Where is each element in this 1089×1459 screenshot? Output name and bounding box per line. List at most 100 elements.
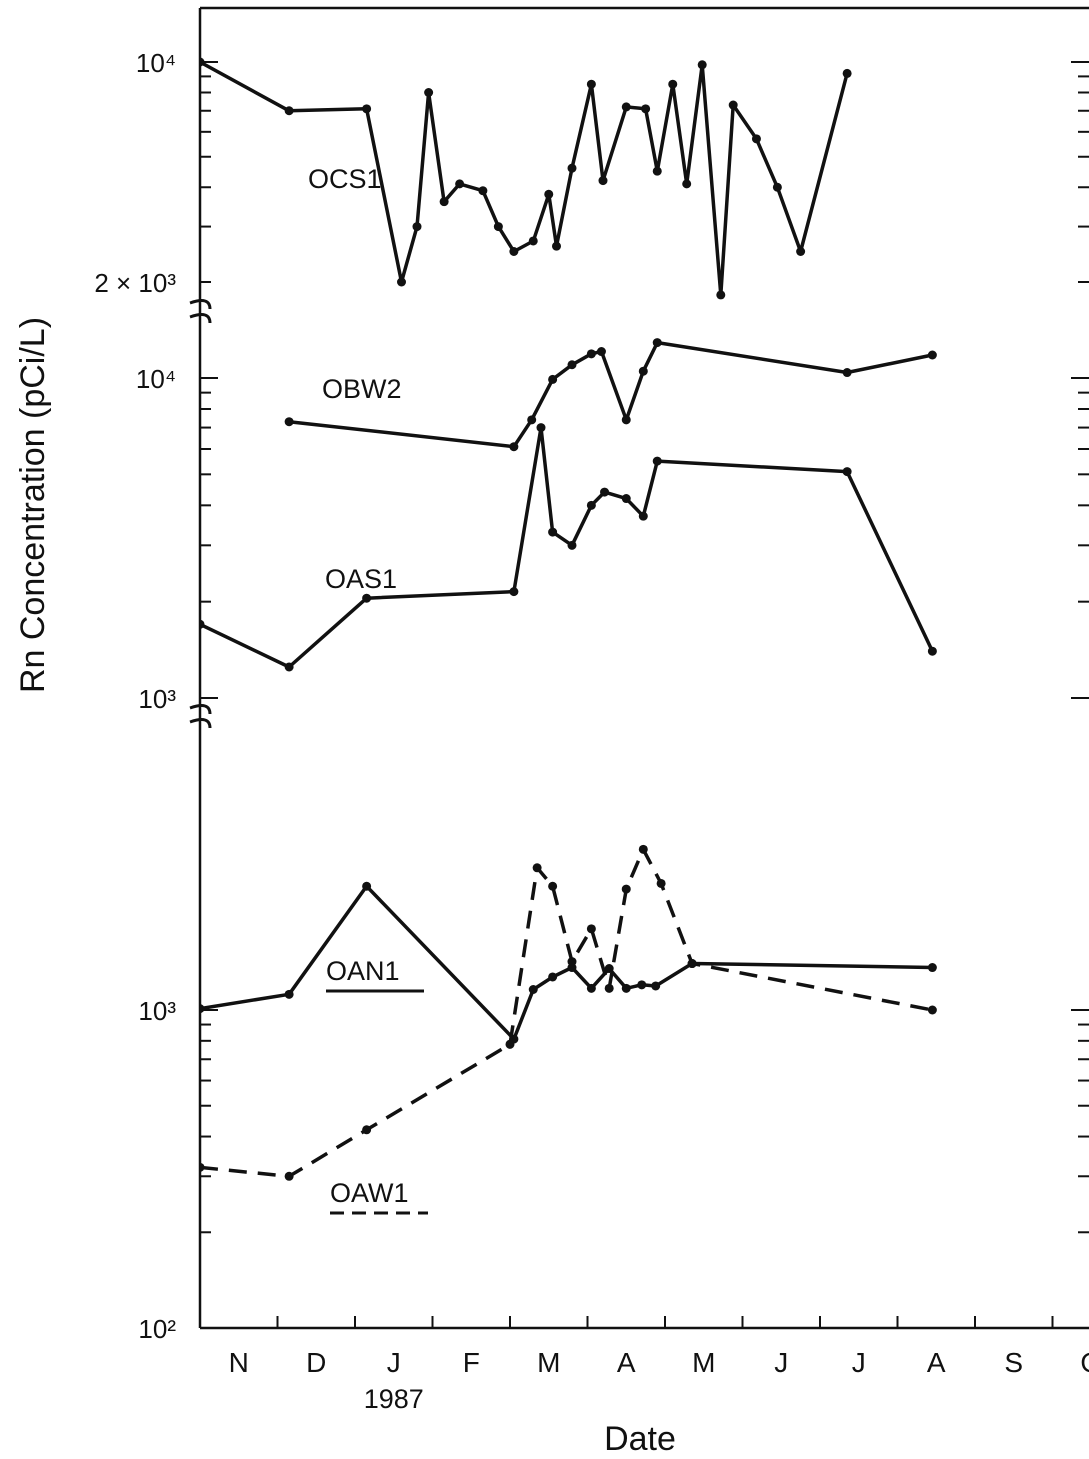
data-point-oas1 [638,511,648,521]
series-line-oas1 [200,425,934,669]
x-axis-label: Date [604,1420,676,1458]
data-point-obw2 [596,347,606,357]
panel-middle [200,338,937,672]
data-point-ocs1 [544,189,554,199]
series-label-obw2: OBW2 [322,374,402,404]
data-point-oaw1 [927,1005,937,1015]
y-axis-label: Rn Concentration (pCi/L) [14,317,52,693]
axis-break-mark [189,299,212,324]
data-point-oan1 [200,1004,205,1014]
series-label-oas1: OAS1 [325,564,397,594]
data-point-ocs1 [284,106,294,116]
data-point-oaw1 [362,1125,372,1135]
data-point-ocs1 [424,88,434,98]
panel-upper [200,57,852,300]
data-point-ocs1 [751,134,761,144]
data-point-ocs1 [552,241,561,251]
x-tick-label: A [927,1347,946,1378]
y-tick-label: 10³ [138,996,176,1026]
data-point-oan1 [621,983,631,993]
data-point-ocs1 [668,79,678,89]
series-line-obw2 [288,340,933,449]
data-point-oaw1 [548,881,558,891]
x-tick-label: F [463,1347,480,1378]
x-tick-label: M [537,1347,560,1378]
data-point-obw2 [509,442,519,452]
data-point-oas1 [284,662,294,672]
data-point-oas1 [200,619,205,629]
data-point-oan1 [284,989,294,999]
data-point-oas1 [652,456,662,466]
data-point-obw2 [586,349,596,359]
y-tick-label: 2 × 10³ [94,268,176,298]
data-point-ocs1 [728,100,738,110]
data-point-obw2 [548,374,558,384]
data-point-oas1 [362,593,372,603]
data-point-ocs1 [478,186,488,196]
data-point-ocs1 [641,104,651,114]
data-point-oaw1 [284,1171,294,1181]
data-point-ocs1 [598,176,608,186]
data-point-ocs1 [716,290,726,300]
data-point-ocs1 [842,68,852,78]
y-tick-label: 10⁴ [136,48,176,78]
y-tick-label: 10⁴ [136,364,176,394]
year-label: 1987 [364,1384,424,1414]
data-point-ocs1 [682,179,692,189]
data-point-oaw1 [656,878,666,888]
data-point-ocs1 [455,179,465,189]
data-point-ocs1 [200,57,205,67]
series-line-oaw1 [200,847,933,1179]
data-point-ocs1 [567,163,577,173]
data-point-obw2 [567,360,577,370]
data-point-obw2 [652,338,662,348]
data-point-ocs1 [439,197,449,207]
x-tick-label: A [617,1347,636,1378]
data-point-oan1 [637,980,647,990]
panel-lower [200,844,937,1181]
data-point-obw2 [842,368,852,378]
data-point-ocs1 [528,236,538,246]
data-point-oas1 [586,500,596,510]
data-point-oaw1 [687,959,697,969]
data-point-oan1 [927,963,937,973]
x-tick-label: D [306,1347,326,1378]
data-point-oan1 [362,881,372,891]
data-point-ocs1 [697,60,707,70]
series-label-ocs1: OCS1 [308,164,382,194]
data-point-obw2 [527,415,537,425]
data-point-ocs1 [362,104,372,114]
data-point-oaw1 [505,1039,515,1049]
data-point-ocs1 [412,222,422,232]
x-tick-label: M [692,1347,715,1378]
data-point-oaw1 [567,957,577,967]
axis-break-mark [189,704,212,729]
data-point-oaw1 [638,844,648,854]
data-point-ocs1 [621,102,631,112]
x-tick-label: J [774,1347,788,1378]
data-point-oaw1 [604,983,614,993]
data-point-obw2 [638,366,648,376]
data-point-obw2 [927,350,937,360]
y-tick-label: 10³ [138,684,176,714]
data-point-oaw1 [200,1162,205,1172]
x-tick-label: J [387,1347,401,1378]
data-point-oas1 [621,494,631,504]
data-point-oas1 [536,423,546,433]
data-point-oas1 [842,467,852,477]
data-point-ocs1 [509,246,519,256]
x-tick-label: S [1004,1347,1023,1378]
data-point-ocs1 [586,79,596,89]
data-point-ocs1 [397,277,406,287]
data-point-oaw1 [586,924,596,934]
data-point-ocs1 [772,182,782,192]
data-point-oan1 [528,985,538,995]
series-line-ocs1 [200,60,849,297]
data-point-oas1 [600,487,610,497]
data-point-obw2 [284,417,294,427]
data-point-oan1 [548,972,558,982]
data-point-oas1 [567,540,577,550]
series-label-oaw1: OAW1 [330,1178,409,1208]
